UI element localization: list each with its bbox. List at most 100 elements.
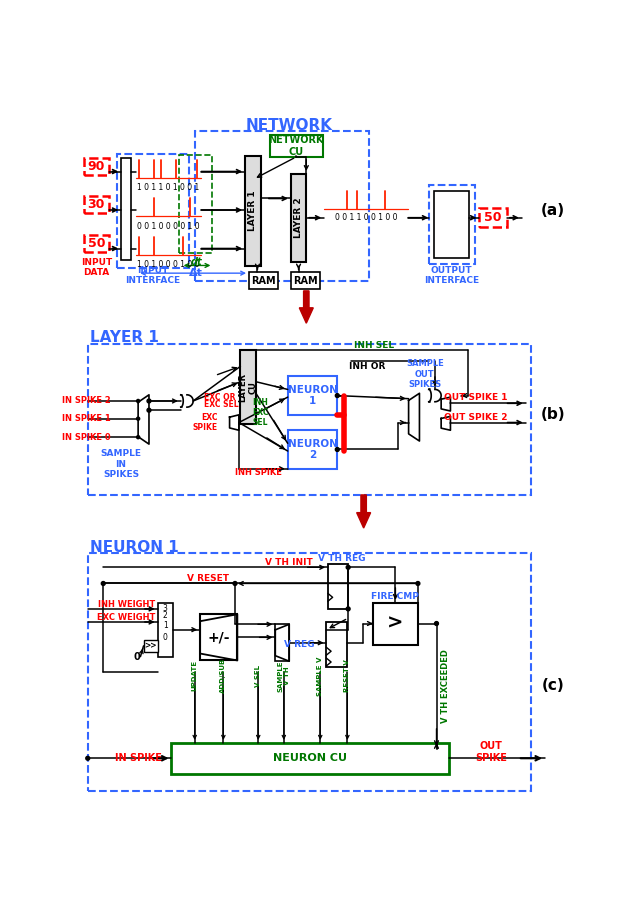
Text: dt: dt <box>191 256 202 267</box>
Text: 1: 1 <box>163 621 168 630</box>
Text: OUT SPIKE 2: OUT SPIKE 2 <box>444 412 507 421</box>
Bar <box>291 174 307 262</box>
Text: RAM: RAM <box>252 276 276 286</box>
Text: V TH EXCEEDED: V TH EXCEEDED <box>442 649 451 723</box>
Text: OUT SPIKE 1: OUT SPIKE 1 <box>444 393 507 402</box>
Circle shape <box>147 409 151 412</box>
Text: EXC SEL: EXC SEL <box>204 400 239 409</box>
Circle shape <box>335 394 339 398</box>
Text: NETWORK: NETWORK <box>246 118 333 133</box>
Text: (c): (c) <box>541 679 564 693</box>
Bar <box>249 272 278 289</box>
Text: 1 0 1 0 0 0 1 0 0: 1 0 1 0 0 0 1 0 0 <box>137 260 200 269</box>
Circle shape <box>346 565 350 569</box>
Bar <box>195 131 369 281</box>
Text: FIRE CMP: FIRE CMP <box>371 592 419 601</box>
Text: LAYER 1: LAYER 1 <box>248 191 257 231</box>
Text: IN SPIKE: IN SPIKE <box>115 753 161 763</box>
Text: 0: 0 <box>134 651 140 661</box>
Bar <box>117 154 189 267</box>
Text: UPDATE: UPDATE <box>192 660 198 692</box>
Text: INH WEIGHT: INH WEIGHT <box>98 600 155 609</box>
Circle shape <box>101 582 105 585</box>
Text: SAMPLE
IN
SPIKES: SAMPLE IN SPIKES <box>100 449 141 479</box>
Circle shape <box>435 622 438 626</box>
Text: INH SPIKE: INH SPIKE <box>235 468 282 477</box>
Circle shape <box>233 582 237 585</box>
Text: RESET V: RESET V <box>344 660 350 692</box>
Text: 0: 0 <box>163 633 168 642</box>
Text: LAYER
CU: LAYER CU <box>239 373 258 402</box>
Text: V REG: V REG <box>284 639 314 649</box>
Bar <box>172 743 449 774</box>
Text: NEURON CU: NEURON CU <box>273 753 347 763</box>
Text: NETWORK
CU: NETWORK CU <box>268 136 324 157</box>
Bar <box>270 136 323 157</box>
Polygon shape <box>356 495 371 528</box>
Bar <box>479 209 507 227</box>
Text: 2: 2 <box>163 611 168 620</box>
Bar <box>84 158 109 175</box>
Text: INH SEL: INH SEL <box>355 341 395 350</box>
Polygon shape <box>300 291 313 323</box>
Bar <box>88 344 531 495</box>
Text: LAYER 2: LAYER 2 <box>294 198 303 238</box>
Text: NEURON
2: NEURON 2 <box>287 439 337 461</box>
Text: 3: 3 <box>163 604 168 613</box>
Bar <box>328 564 348 609</box>
Circle shape <box>335 448 339 452</box>
Text: 0 0 1 1 0 0 1 0 0: 0 0 1 1 0 0 1 0 0 <box>335 213 397 223</box>
Circle shape <box>136 417 140 420</box>
Bar <box>88 553 531 791</box>
Bar <box>241 350 256 424</box>
Text: V TH INIT: V TH INIT <box>266 558 313 567</box>
Text: INH OR: INH OR <box>349 362 385 371</box>
Bar <box>245 156 260 267</box>
Text: Δt: Δt <box>189 268 203 278</box>
Text: 30: 30 <box>88 198 105 211</box>
Text: (b): (b) <box>540 408 565 422</box>
Text: NEURON
1: NEURON 1 <box>287 385 337 407</box>
Text: EXC
SPIKE: EXC SPIKE <box>193 413 218 432</box>
Text: V TH REG: V TH REG <box>318 553 365 562</box>
Text: 50: 50 <box>484 212 502 224</box>
Text: 50: 50 <box>88 236 105 250</box>
Text: 1 0 1 1 0 1 0 0 1: 1 0 1 1 0 1 0 0 1 <box>137 183 200 192</box>
Text: V SEL: V SEL <box>255 665 261 687</box>
Text: 0 0 1 0 0 0 0 1 0: 0 0 1 0 0 0 0 1 0 <box>137 222 200 231</box>
Text: ADD/SUB: ADD/SUB <box>220 659 227 693</box>
Text: IN SPIKE 0: IN SPIKE 0 <box>62 432 111 442</box>
Bar <box>291 272 320 289</box>
Text: >>: >> <box>144 641 157 650</box>
Text: SAMPLE
V TH: SAMPLE V TH <box>277 660 291 692</box>
Bar <box>326 622 347 667</box>
Text: INPUT
DATA: INPUT DATA <box>81 258 112 278</box>
Text: IN SPIKE 1: IN SPIKE 1 <box>62 414 111 423</box>
Bar <box>429 185 476 264</box>
Bar <box>84 196 109 213</box>
Bar <box>84 234 109 252</box>
Text: LAYER 1: LAYER 1 <box>90 331 159 345</box>
Circle shape <box>346 607 350 611</box>
Text: >: > <box>387 614 404 633</box>
Circle shape <box>147 399 151 403</box>
Text: EXC WEIGHT: EXC WEIGHT <box>97 613 156 622</box>
Circle shape <box>86 757 90 760</box>
Text: +/-: +/- <box>207 630 230 644</box>
Bar <box>434 191 469 257</box>
Text: RAM: RAM <box>293 276 318 286</box>
Bar <box>200 615 237 660</box>
Text: (a): (a) <box>541 202 565 217</box>
Bar <box>157 603 173 657</box>
Text: 90: 90 <box>88 159 105 172</box>
Text: SAMPLE
OUT
SPIKES: SAMPLE OUT SPIKES <box>406 359 444 389</box>
Bar <box>179 155 212 253</box>
Text: NEURON 1: NEURON 1 <box>90 540 179 555</box>
Circle shape <box>136 436 140 439</box>
Text: OUTPUT
INTERFACE: OUTPUT INTERFACE <box>424 266 479 285</box>
Bar <box>288 376 337 415</box>
Bar <box>121 158 131 260</box>
Text: OUT
SPIKE: OUT SPIKE <box>475 741 507 763</box>
Bar <box>143 639 157 652</box>
Circle shape <box>136 399 140 402</box>
